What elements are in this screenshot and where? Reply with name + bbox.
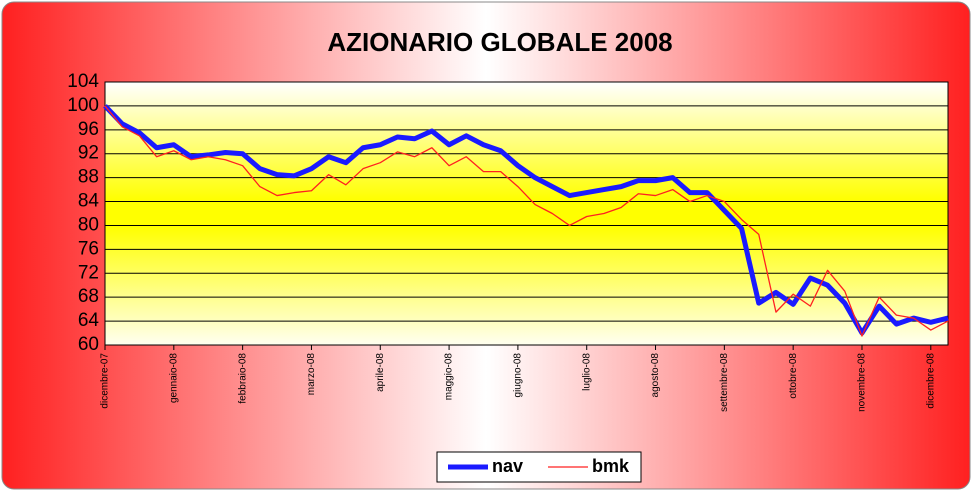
x-tick-label: dicembre-07	[100, 353, 111, 409]
y-tick-label: 64	[78, 310, 100, 331]
x-tick-label: luglio-08	[581, 353, 592, 391]
y-tick-label: 92	[78, 143, 99, 164]
x-tick-label: maggio-08	[444, 353, 455, 401]
y-tick-label: 80	[78, 214, 99, 235]
series-line	[103, 104, 949, 336]
x-tick-label: gennaio-08	[168, 353, 179, 403]
legend-label: bmk	[592, 456, 630, 476]
legend-label: nav	[492, 456, 523, 476]
x-tick-label: dicembre-08	[925, 353, 936, 409]
x-tick-label: agosto-08	[650, 353, 661, 398]
chart-title: AZIONARIO GLOBALE 2008	[327, 27, 672, 57]
series-line	[104, 105, 949, 337]
y-tick-label: 100	[67, 95, 99, 116]
plot-area	[104, 81, 949, 346]
y-tick-label: 104	[67, 71, 99, 92]
y-tick-label: 72	[78, 262, 99, 283]
x-tick-label: giugno-08	[513, 353, 524, 398]
y-tick-label: 88	[78, 167, 99, 188]
x-tick-label: aprile-08	[375, 353, 386, 392]
x-tick-label: novembre-08	[857, 353, 868, 412]
x-tick-label: febbraio-08	[237, 353, 248, 404]
y-tick-label: 96	[78, 119, 99, 140]
y-tick-label: 60	[78, 334, 99, 355]
y-tick-label: 76	[78, 238, 99, 259]
x-tick-label: marzo-08	[306, 353, 317, 396]
x-tick-label: ottobre-08	[788, 353, 799, 399]
y-tick-label: 84	[78, 191, 100, 212]
x-tick-label: settembre-08	[719, 353, 730, 412]
y-tick-label: 68	[78, 286, 99, 307]
